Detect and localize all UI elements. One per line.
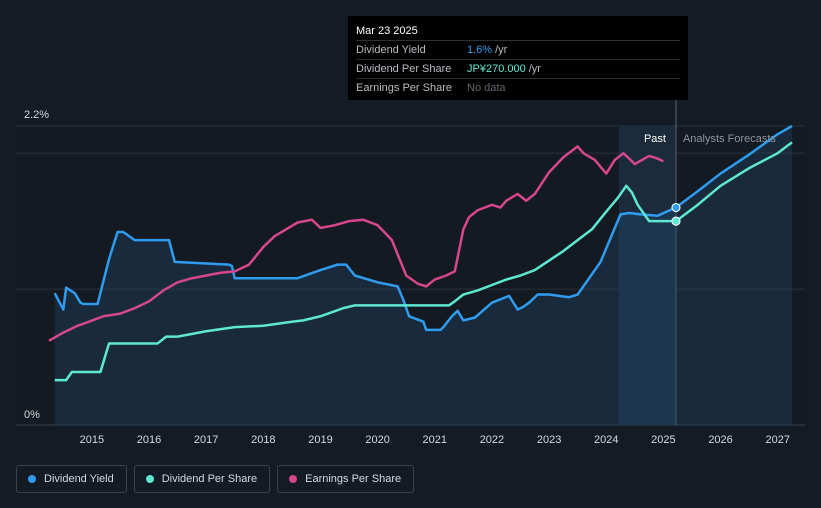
x-tick-label: 2026 <box>708 434 732 446</box>
legend-item-earnings-per-share[interactable]: Earnings Per Share <box>277 465 415 493</box>
tooltip-row-dividend-per-share: Dividend Per Share JP¥270.000 /yr <box>356 60 680 79</box>
x-tick-label: 2020 <box>365 434 389 446</box>
tooltip-unit: /yr <box>495 44 508 56</box>
tooltip-unit: /yr <box>528 63 541 75</box>
legend-dot-icon <box>145 475 154 483</box>
tooltip-row-dividend-yield: Dividend Yield 1.6% /yr <box>356 41 680 60</box>
dividend-yield-area <box>54 126 792 425</box>
tooltip-label: Dividend Per Share <box>356 63 452 75</box>
x-tick-label: 2015 <box>80 434 104 446</box>
x-tick-label: 2018 <box>251 434 275 446</box>
legend-label: Dividend Per Share <box>161 473 258 485</box>
x-tick-label: 2021 <box>423 434 447 446</box>
forecast-label: Analysts Forecasts <box>683 133 776 145</box>
tooltip-label: Dividend Yield <box>356 44 426 56</box>
past-label: Past <box>644 133 666 145</box>
tooltip-row-earnings-per-share: Earnings Per Share No data <box>356 79 680 97</box>
legend-item-dividend-per-share[interactable]: Dividend Per Share <box>133 465 271 493</box>
y-axis-label-top: 2.2% <box>24 109 49 121</box>
x-tick-label: 2027 <box>765 434 789 446</box>
tooltip-label: Earnings Per Share <box>356 82 452 94</box>
x-tick-label: 2016 <box>137 434 161 446</box>
x-tick-label: 2025 <box>651 434 675 446</box>
legend-dot-icon <box>28 475 36 483</box>
past-highlight <box>618 126 676 425</box>
tooltip: Mar 23 2025 Dividend Yield 1.6% /yr Divi… <box>348 16 688 100</box>
x-tick-label: 2024 <box>594 434 618 446</box>
marker-dividend-yield <box>671 202 681 213</box>
series-line-dividend-yield <box>53 124 793 332</box>
series-line-earnings-per-share <box>48 145 664 342</box>
tooltip-value: 1.6% <box>467 44 493 56</box>
x-tick-label: 2019 <box>308 434 332 446</box>
legend-dot-icon <box>289 475 298 483</box>
series-line-dividend-per-share <box>54 141 793 382</box>
legend-label: Earnings Per Share <box>305 473 402 485</box>
x-tick-label: 2023 <box>537 434 561 446</box>
legend: Dividend Yield Dividend Per Share Earnin… <box>16 465 415 493</box>
legend-item-dividend-yield[interactable]: Dividend Yield <box>16 465 127 493</box>
tooltip-date: Mar 23 2025 <box>356 22 680 41</box>
x-tick-label: 2017 <box>194 434 218 446</box>
legend-label: Dividend Yield <box>44 473 114 485</box>
tooltip-value: No data <box>467 82 506 94</box>
x-tick-label: 2022 <box>480 434 504 446</box>
tooltip-value: JP¥270.000 <box>467 63 526 75</box>
y-axis-label-bottom: 0% <box>24 409 40 421</box>
marker-dividend-per-share <box>671 216 681 226</box>
